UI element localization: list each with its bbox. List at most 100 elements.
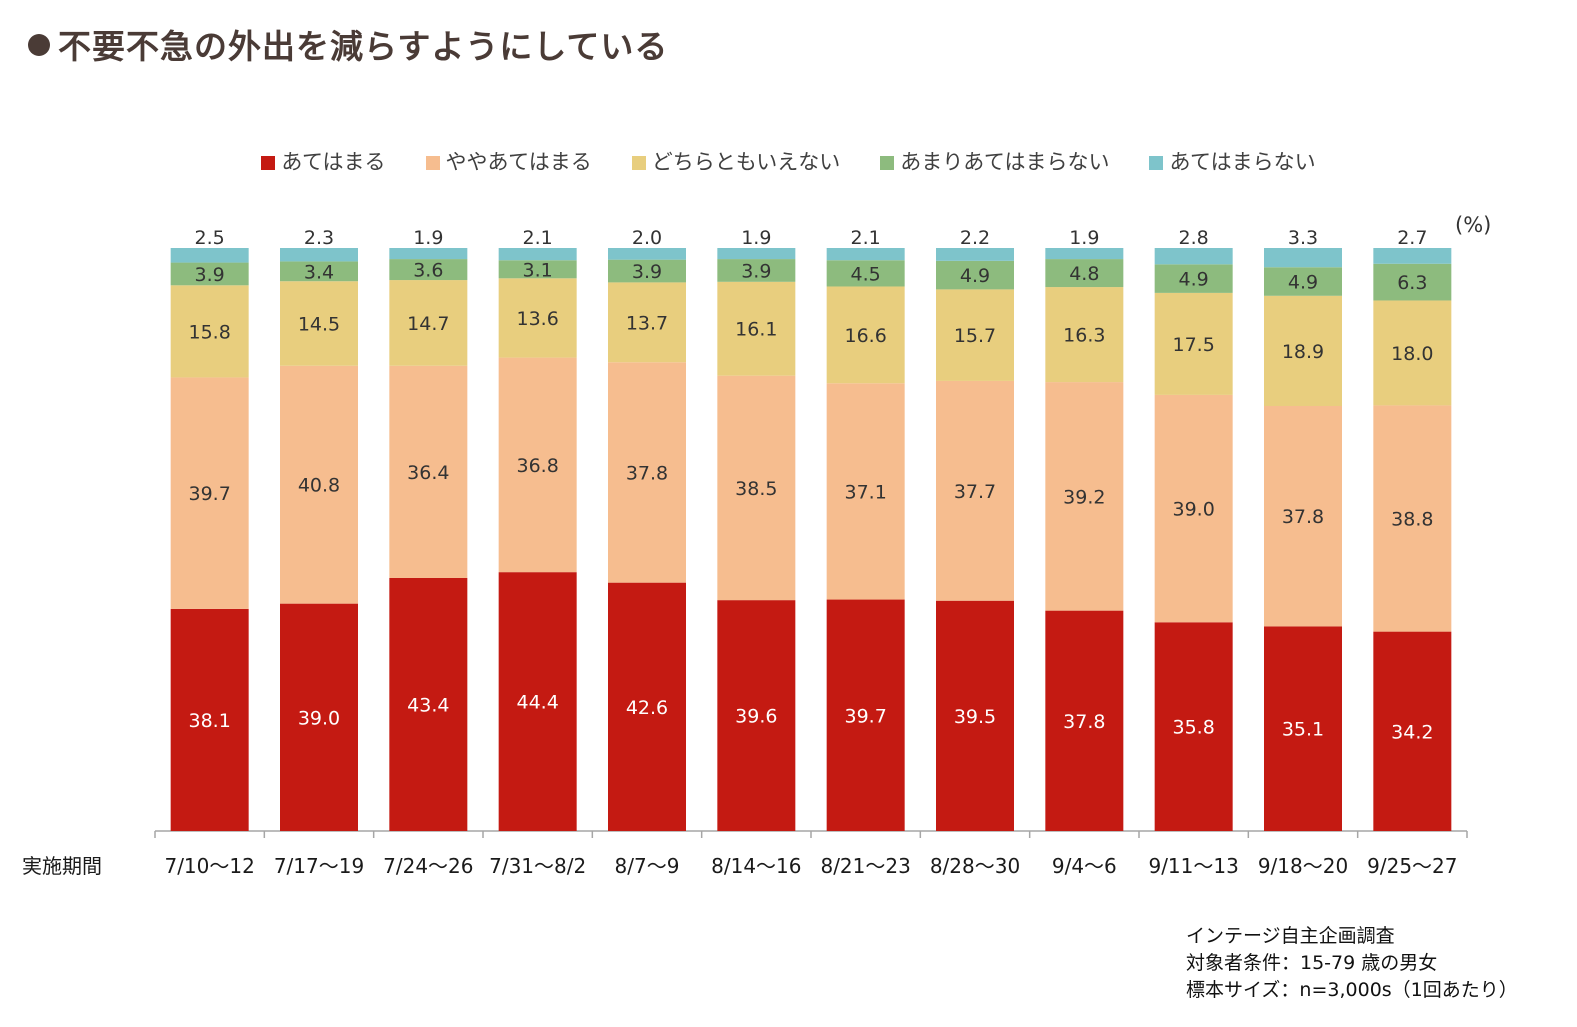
data-label: 3.9 [632, 261, 662, 283]
bar-segment [717, 375, 796, 601]
data-label: 37.8 [1282, 506, 1324, 528]
bar-segment [1264, 626, 1342, 831]
unit-label: (%) [1455, 213, 1491, 237]
data-label: 37.1 [845, 481, 887, 503]
data-label: 15.8 [189, 321, 231, 343]
data-label: 38.1 [189, 710, 231, 732]
bar-segment [608, 362, 686, 583]
data-label: 16.1 [735, 319, 777, 341]
data-label: 2.2 [960, 227, 990, 249]
x-tick-label: 7/24～26 [383, 854, 473, 878]
bar-segment [936, 260, 1014, 290]
legend-label: どちらともいえない [651, 150, 841, 174]
bar-segment [280, 248, 358, 262]
bar-segment [280, 365, 358, 604]
bar-segment [936, 289, 1014, 381]
bar-segment [717, 281, 796, 376]
data-label: 36.8 [517, 455, 559, 477]
title-bullet-icon [28, 34, 50, 56]
bar-segment [1154, 394, 1233, 623]
data-label: 3.4 [304, 261, 334, 283]
data-label: 39.6 [735, 706, 777, 728]
legend-swatch [631, 156, 646, 170]
bar-segment [826, 260, 905, 287]
bar-segment [170, 262, 249, 286]
chart-title: 不要不急の外出を減らすようにしている [28, 20, 668, 68]
x-tick-label: 8/14～16 [711, 854, 801, 878]
legend-label: あてはまる [281, 150, 386, 174]
bar-segment [1373, 263, 1452, 301]
bar-segment [1154, 292, 1233, 395]
legend-swatch [261, 156, 276, 170]
survey-note-sample-size: 標本サイズ：n=3,000s（1回あたり） [1186, 979, 1518, 1001]
data-label: 39.2 [1063, 486, 1105, 508]
bar-segment [1154, 622, 1233, 831]
data-label: 39.0 [298, 707, 340, 729]
bar-segment [1264, 248, 1342, 268]
bar-segment [280, 603, 358, 831]
data-label: 14.5 [298, 313, 340, 335]
bar-segment [280, 261, 358, 282]
data-label: 1.9 [1069, 227, 1099, 249]
x-tick-label: 9/25～27 [1367, 854, 1457, 878]
data-label: 43.4 [407, 694, 449, 716]
bar-segment [717, 600, 796, 831]
x-tick-label: 8/7～9 [615, 854, 680, 878]
legend-swatch [425, 156, 440, 170]
bar-segment [498, 260, 577, 279]
x-tick-label: 8/21～23 [820, 854, 910, 878]
data-label: 14.7 [407, 313, 449, 335]
bar-segment [389, 280, 468, 366]
bar-segment [717, 259, 796, 282]
bar-segment [498, 278, 577, 358]
data-label: 39.7 [845, 705, 887, 727]
bar-segment [1045, 287, 1124, 383]
bar-segment [608, 248, 686, 260]
data-label: 2.3 [304, 227, 334, 249]
survey-notes: インテージ自主企画調査 対象者条件：15-79 歳の男女 標本サイズ：n=3,0… [1186, 923, 1518, 1004]
bar-segment [1045, 259, 1124, 288]
data-label: 3.9 [195, 264, 225, 286]
survey-note-source: インテージ自主企画調査 [1186, 925, 1395, 947]
data-label: 1.9 [741, 227, 771, 249]
bar-segment [498, 572, 577, 831]
data-label: 2.1 [851, 227, 881, 249]
x-tick-label: 9/18～20 [1258, 854, 1348, 878]
bar-segment [936, 600, 1014, 831]
survey-note-condition: 対象者条件：15-79 歳の男女 [1186, 952, 1438, 974]
data-label: 38.8 [1391, 509, 1433, 531]
data-label: 44.4 [517, 692, 559, 714]
data-label: 3.6 [413, 260, 443, 282]
data-label: 4.9 [1288, 272, 1318, 294]
bar-segment [1373, 631, 1452, 831]
legend-swatch [1149, 156, 1164, 170]
data-label: 13.7 [626, 312, 668, 334]
data-label: 37.8 [1063, 711, 1105, 733]
legend-item: あてはまる [261, 146, 386, 176]
x-tick-label: 8/28～30 [930, 854, 1020, 878]
bar-segment [826, 599, 905, 831]
data-label: 3.3 [1288, 227, 1318, 249]
data-label: 4.8 [1069, 263, 1099, 285]
data-label: 39.5 [954, 706, 996, 728]
legend-item: ややあてはまる [425, 146, 592, 176]
data-label: 17.5 [1173, 334, 1215, 356]
legend-item: あまりあてはまらない [880, 146, 1109, 176]
bar-segment [608, 282, 686, 363]
bar-segment [826, 248, 905, 261]
legend-label: あてはまらない [1169, 150, 1316, 174]
bar-segment [389, 577, 468, 831]
data-label: 4.9 [960, 265, 990, 287]
data-label: 4.5 [851, 263, 881, 285]
bar-segment [608, 259, 686, 283]
legend-label: あまりあてはまらない [900, 150, 1110, 174]
data-label: 2.7 [1397, 227, 1427, 249]
data-label: 38.5 [735, 478, 777, 500]
data-label: 42.6 [626, 697, 668, 719]
bar-segment [170, 248, 249, 263]
data-label: 2.0 [632, 227, 662, 249]
data-label: 15.7 [954, 325, 996, 347]
bar-segment [936, 380, 1014, 601]
chart-title-text: 不要不急の外出を減らすようにしている [58, 27, 669, 66]
legend: あてはまる ややあてはまる どちらともいえない あまりあてはまらない あてはまらない [0, 146, 1577, 176]
